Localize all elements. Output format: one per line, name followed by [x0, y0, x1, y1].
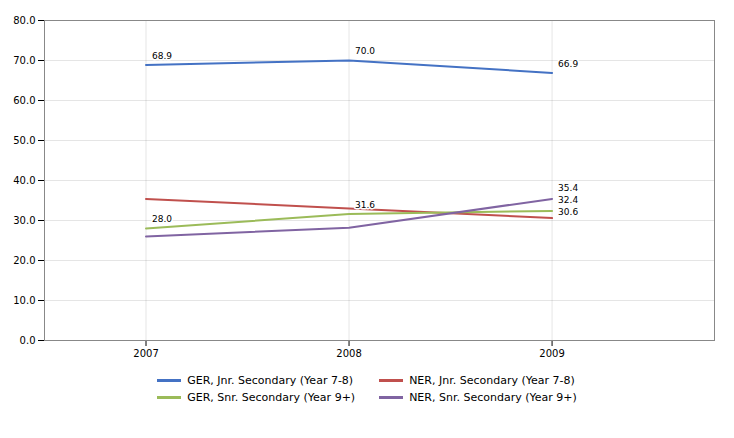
svg-text:20.0: 20.0 [13, 255, 35, 266]
svg-text:70.0: 70.0 [13, 55, 35, 66]
svg-text:30.0: 30.0 [13, 215, 35, 226]
html-text:GER, Snr. Secondary (Year 9+): GER, Snr. Secondary (Year 9+) [187, 391, 356, 404]
svg-text:40.0: 40.0 [13, 175, 35, 186]
svg-text:2009: 2009 [539, 348, 564, 359]
svg-text:31.6: 31.6 [355, 200, 375, 210]
svg-text:70.0: 70.0 [355, 46, 375, 56]
svg-text:2007: 2007 [133, 348, 158, 359]
html-text:NER, Snr. Secondary (Year 9+): NER, Snr. Secondary (Year 9+) [409, 391, 577, 404]
svg-text:32.4: 32.4 [558, 195, 578, 205]
html-text:GER, Jnr. Secondary (Year 7-8): GER, Jnr. Secondary (Year 7-8) [187, 374, 354, 387]
svg-text:50.0: 50.0 [13, 135, 35, 146]
svg-text:80.0: 80.0 [13, 15, 35, 26]
svg-text:10.0: 10.0 [13, 295, 35, 306]
svg-text:60.0: 60.0 [13, 95, 35, 106]
svg-text:0.0: 0.0 [20, 335, 36, 346]
svg-text:66.9: 66.9 [558, 59, 578, 69]
svg-text:28.0: 28.0 [152, 214, 172, 224]
html-text:NER, Jnr. Secondary (Year 7-8): NER, Jnr. Secondary (Year 7-8) [409, 374, 575, 387]
svg-text:35.4: 35.4 [558, 183, 578, 193]
svg-text:2008: 2008 [336, 348, 361, 359]
svg-text:30.6: 30.6 [558, 207, 578, 217]
svg-text:68.9: 68.9 [152, 51, 172, 61]
